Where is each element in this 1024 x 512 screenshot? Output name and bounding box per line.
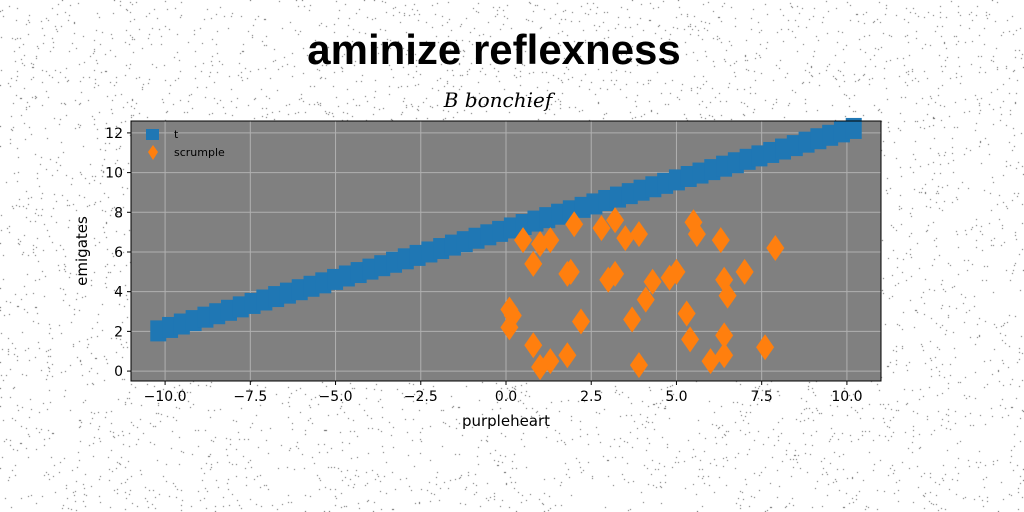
series-scrumple-point [524, 250, 543, 277]
series-scrumple-point [667, 258, 686, 285]
x-tick-label: 5.0 [665, 389, 687, 405]
series-scrumple-point [561, 258, 580, 285]
legend-marker-t [146, 129, 159, 140]
x-axis-label: purpleheart [462, 412, 550, 430]
series-scrumple-point [541, 348, 560, 375]
series-scrumple-point [572, 308, 590, 335]
series-scrumple-point [629, 221, 648, 248]
x-tick-label: −10.0 [144, 389, 187, 405]
legend-label-t: t [174, 128, 179, 141]
series-scrumple-point [636, 286, 655, 313]
series-scrumple-point [558, 342, 577, 369]
series-scrumple-point [606, 207, 625, 234]
series-scrumple-point [715, 342, 734, 369]
series-scrumple-point [677, 300, 696, 327]
series-scrumple-point [715, 322, 734, 349]
series-scrumple-point [643, 268, 662, 295]
x-tick-label: 0.0 [495, 389, 517, 405]
series-scrumple-point [541, 227, 560, 254]
series-scrumple-point [701, 348, 720, 375]
legend-marker-scrumple [148, 145, 158, 160]
series-scrumple-point [718, 282, 737, 309]
series-scrumple-point [623, 306, 642, 333]
legend: t scrumple [146, 128, 225, 160]
plot-frame [130, 120, 882, 382]
series-scrumple-point [687, 221, 706, 248]
series-scrumple-point [606, 260, 625, 287]
legend-label-scrumple: scrumple [174, 146, 225, 159]
y-tick-label: 10 [105, 166, 123, 182]
series-scrumple-point [756, 334, 775, 361]
series-scrumple [500, 207, 785, 381]
y-axis-label: emigates [73, 216, 91, 286]
series-scrumple-point [514, 227, 533, 254]
y-tick-label: 12 [105, 126, 123, 142]
series-scrumple-point [629, 352, 648, 379]
x-tick-label: 2.5 [580, 389, 602, 405]
y-tick-label: 8 [114, 205, 123, 221]
x-tick-label: 7.5 [751, 389, 773, 405]
y-axis-ticks: 0 2 4 6 8 10 12 [105, 126, 131, 380]
series-scrumple-point [565, 211, 584, 238]
x-tick-label: −2.5 [404, 389, 438, 405]
series-scrumple-point [735, 258, 754, 285]
series-scrumple-point [616, 225, 635, 252]
series-scrumple-point [681, 326, 700, 353]
series-t-point [845, 117, 862, 139]
series-t [150, 117, 862, 342]
series-scrumple-point [592, 215, 611, 242]
series-scrumple-point [524, 332, 543, 359]
series-scrumple-point [766, 235, 785, 262]
x-tick-label: −5.0 [319, 389, 353, 405]
y-tick-label: 4 [114, 285, 123, 301]
y-tick-label: 6 [114, 245, 123, 261]
x-tick-label: 10.0 [831, 389, 862, 405]
chart-title: aminize reflexness [307, 26, 681, 73]
series-scrumple-point [500, 314, 519, 341]
chart-subtitle: B bonchief [443, 88, 556, 112]
x-axis-ticks: −10.0 −7.5 −5.0 −2.5 0.0 2.5 5.0 7.5 10.0 [144, 381, 862, 405]
y-tick-label: 0 [114, 364, 123, 380]
series-scrumple-point [711, 227, 730, 254]
x-tick-label: −7.5 [233, 389, 267, 405]
y-tick-label: 2 [114, 324, 123, 340]
